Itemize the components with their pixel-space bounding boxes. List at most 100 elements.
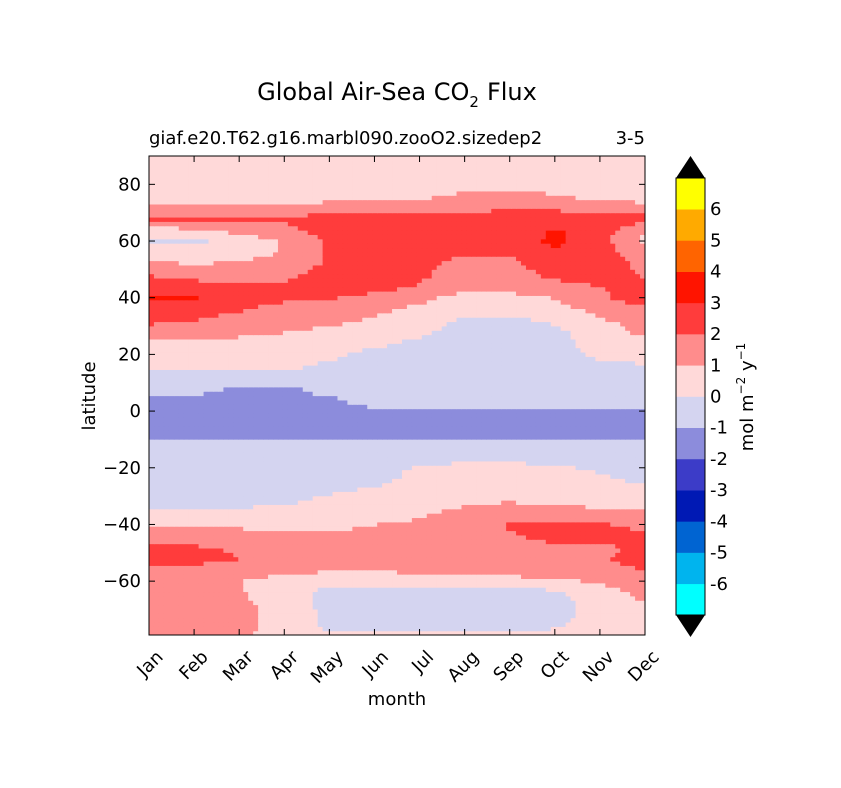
contour-cell: [516, 495, 522, 501]
contour-cell: [372, 430, 378, 436]
contour-cell: [530, 452, 537, 458]
contour-cell: [178, 574, 185, 579]
contour-cell: [213, 613, 220, 619]
contour-cell: [540, 439, 547, 444]
contour-cell: [292, 456, 299, 462]
contour-cell: [243, 443, 249, 449]
contour-cell: [297, 569, 304, 575]
contour-cell: [466, 439, 472, 444]
contour-cell: [461, 530, 468, 536]
contour-cell: [198, 465, 205, 471]
contour-cell: [595, 434, 601, 440]
contour-cell: [377, 543, 383, 549]
contour-cell: [357, 608, 363, 614]
contour-cell: [605, 552, 611, 558]
contour-cell: [352, 486, 358, 492]
contour-cell: [277, 543, 284, 549]
contour-cell: [322, 486, 329, 492]
contour-cell: [466, 517, 472, 523]
contour-cell: [183, 434, 190, 440]
contour-cell: [640, 452, 645, 458]
contour-cell: [307, 465, 314, 471]
contour-cell: [506, 604, 512, 610]
contour-cell: [387, 556, 393, 562]
contour-cell: [426, 565, 433, 571]
contour-cell: [153, 574, 160, 579]
contour-cell: [317, 591, 324, 597]
contour-cell: [545, 526, 552, 532]
contour-cell: [243, 452, 249, 458]
contour-cell: [466, 491, 472, 497]
contour-cell: [501, 456, 507, 462]
contour-cell: [451, 604, 458, 610]
contour-cell: [282, 613, 289, 619]
contour-cell: [600, 539, 606, 545]
contour-cell: [312, 565, 319, 571]
contour-cell: [436, 556, 443, 562]
contour-cell: [506, 552, 512, 558]
contour-cell: [213, 604, 220, 610]
contour-cell: [228, 417, 234, 423]
contour-cell: [545, 486, 552, 492]
contour-cell: [178, 508, 185, 514]
contour-cell: [223, 417, 229, 423]
contour-cell: [263, 604, 269, 610]
contour-cell: [332, 526, 339, 532]
contour-cell: [555, 539, 562, 545]
contour-cell: [149, 508, 155, 514]
contour-cell: [615, 421, 621, 427]
contour-cell: [163, 578, 170, 584]
contour-cell: [481, 456, 487, 462]
contour-cell: [282, 600, 289, 606]
contour-cell: [570, 626, 577, 632]
contour-cell: [476, 486, 482, 492]
contour-cell: [248, 617, 254, 623]
contour-cell: [521, 582, 527, 588]
chart-title-subscript: 2: [469, 93, 479, 111]
contour-cell: [327, 552, 334, 558]
contour-cell: [580, 621, 587, 627]
contour-cell: [168, 425, 175, 431]
contour-cell: [282, 626, 289, 632]
contour-cell: [392, 526, 398, 532]
contour-cell: [352, 491, 358, 497]
contour-cell: [615, 465, 621, 471]
contour-cell: [610, 456, 616, 462]
contour-cell: [382, 547, 388, 553]
contour-cell: [521, 469, 527, 475]
contour-cell: [625, 465, 631, 471]
contour-cell: [367, 425, 373, 431]
contour-cell: [277, 591, 284, 597]
contour-cell: [635, 521, 641, 527]
contour-cell: [625, 608, 631, 614]
contour-cell: [640, 469, 645, 475]
contour-cell: [476, 495, 482, 501]
contour-cell: [178, 600, 185, 606]
contour-cell: [382, 574, 388, 579]
contour-cell: [332, 578, 339, 584]
contour-cell: [511, 617, 517, 623]
contour-cell: [535, 486, 542, 492]
contour-cell: [476, 595, 482, 601]
contour-cell: [357, 460, 363, 466]
contour-cell: [421, 469, 428, 475]
contour-cell: [253, 587, 259, 593]
contour-cell: [401, 443, 408, 449]
contour-cell: [555, 569, 562, 575]
contour-cell: [560, 452, 567, 458]
contour-cell: [362, 513, 368, 519]
contour-cell: [223, 521, 229, 527]
contour-cell: [382, 495, 388, 501]
contour-cell: [471, 521, 477, 527]
contour-cell: [282, 421, 289, 427]
contour-cell: [610, 460, 616, 466]
contour-cell: [550, 430, 557, 436]
contour-cell: [273, 547, 279, 553]
contour-cell: [153, 621, 160, 627]
contour-cell: [555, 443, 562, 449]
contour-cell: [525, 604, 532, 610]
contour-cell: [620, 574, 626, 579]
contour-cell: [446, 539, 453, 545]
contour-cell: [268, 621, 274, 627]
contour-cell: [302, 560, 309, 566]
